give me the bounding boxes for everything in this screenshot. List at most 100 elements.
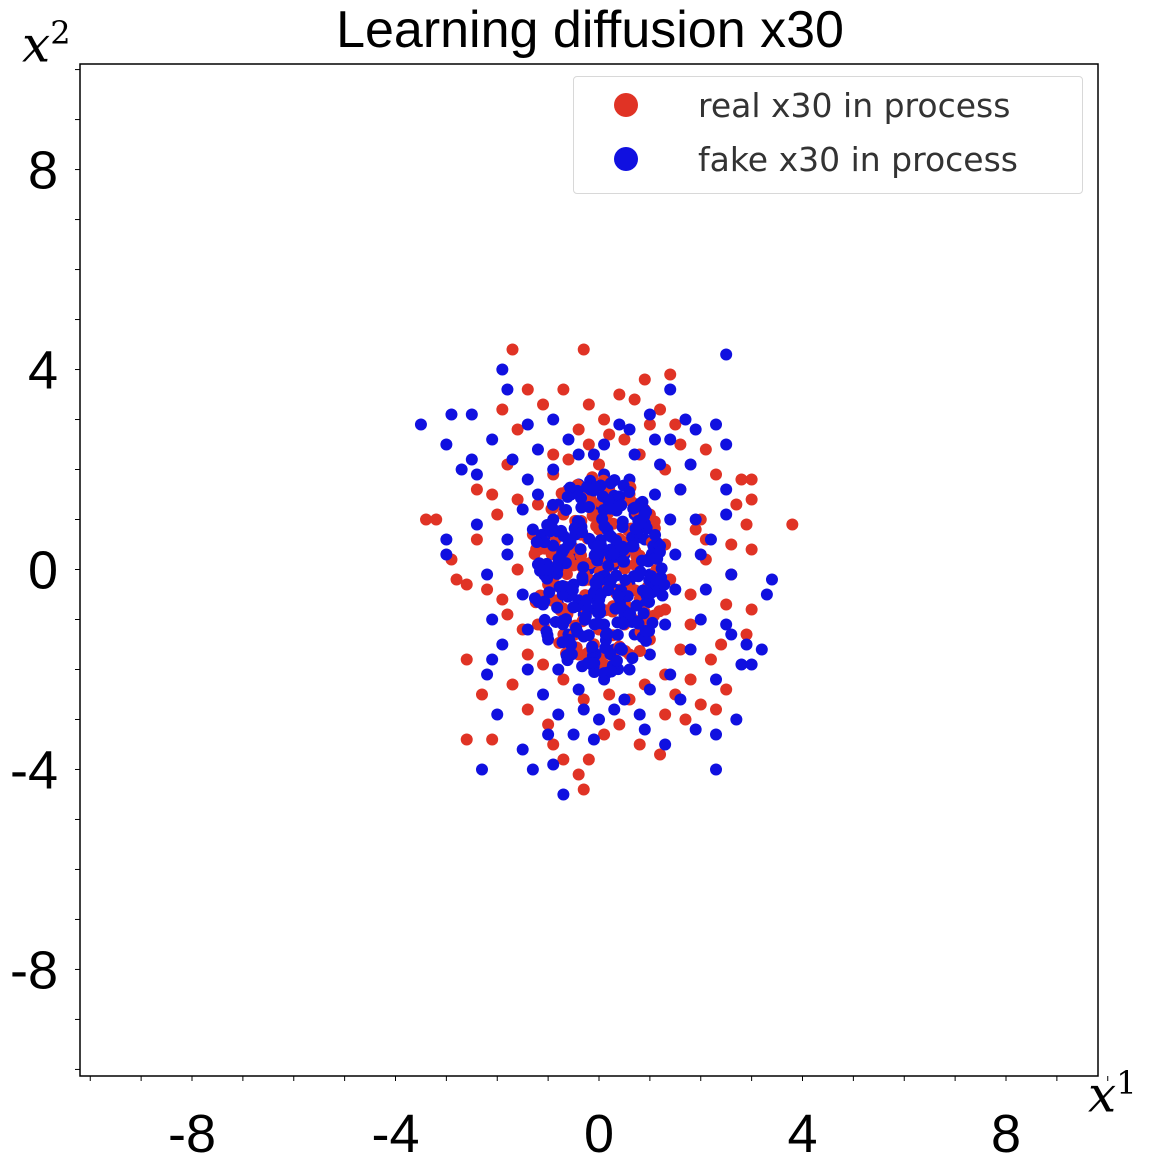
fake-point — [710, 418, 723, 431]
real-point — [745, 603, 758, 616]
fake-core-point — [651, 552, 664, 565]
fake-core-point — [611, 628, 624, 641]
real-point — [557, 753, 570, 766]
real-point — [486, 733, 499, 746]
fake-core-point — [605, 665, 618, 678]
fake-core-point — [600, 627, 613, 640]
fake-core-point — [610, 654, 623, 667]
fake-point — [486, 433, 499, 446]
x-tick-label: 0 — [584, 1104, 614, 1158]
real-point — [521, 703, 534, 716]
fake-point — [755, 643, 768, 656]
legend-marker-fake — [614, 147, 638, 171]
fake-point — [659, 738, 672, 751]
real-point — [460, 578, 473, 591]
fake-core-point — [590, 547, 603, 560]
real-point — [430, 513, 443, 526]
real-point — [593, 458, 605, 471]
real-point — [659, 708, 672, 721]
fake-core-point — [650, 573, 663, 586]
fake-core-point — [566, 584, 579, 597]
x-tick-label: 8 — [991, 1104, 1021, 1158]
fake-point — [496, 638, 509, 651]
real-point — [577, 343, 590, 356]
real-point — [699, 443, 712, 456]
fake-core-point — [617, 617, 630, 630]
fake-core-point — [604, 502, 617, 515]
fake-core-point — [628, 501, 641, 514]
fake-core-point — [551, 562, 564, 575]
fake-point — [643, 408, 656, 421]
fake-point — [669, 548, 682, 561]
real-core-point — [633, 644, 646, 657]
fake-point — [440, 533, 453, 546]
fake-point — [735, 658, 748, 671]
fake-point — [481, 568, 494, 581]
fake-core-point — [577, 561, 590, 574]
real-point — [537, 658, 550, 671]
fake-core-point — [579, 610, 592, 623]
fake-point — [674, 483, 687, 496]
real-point — [521, 648, 534, 661]
fake-point — [552, 663, 565, 676]
real-core-point — [586, 509, 599, 522]
real-point — [633, 738, 646, 751]
legend-label-fake: fake x30 in process — [698, 139, 1018, 179]
x-tick-label: 4 — [787, 1104, 817, 1158]
real-point — [420, 513, 433, 526]
real-point — [470, 533, 483, 546]
fake-core-point — [556, 580, 569, 593]
fake-point — [516, 503, 529, 516]
fake-point — [470, 518, 483, 531]
fake-point — [710, 673, 723, 686]
real-point — [577, 783, 590, 796]
fake-core-point — [561, 490, 574, 503]
fake-point — [562, 433, 575, 446]
fake-core-point — [623, 486, 636, 499]
fake-point — [414, 418, 427, 431]
y-tick-label: 8 — [28, 141, 58, 201]
fake-core-point — [541, 519, 554, 532]
fake-core-point — [528, 592, 541, 605]
real-point — [725, 538, 738, 551]
fake-point — [694, 548, 707, 561]
fake-point — [470, 468, 483, 481]
real-point — [628, 393, 641, 406]
fake-core-point — [617, 543, 630, 556]
fake-point — [664, 513, 677, 526]
real-point — [745, 493, 758, 506]
real-point — [679, 713, 692, 726]
fake-point — [526, 763, 539, 776]
fake-core-point — [639, 624, 652, 637]
fake-point — [623, 423, 636, 436]
fake-core-point — [598, 520, 611, 533]
real-point — [710, 703, 723, 716]
real-point — [704, 653, 717, 666]
fake-core-point — [649, 528, 662, 541]
y-tick-label: -4 — [10, 740, 58, 800]
fake-point — [684, 643, 697, 656]
real-point — [643, 418, 656, 431]
fake-point — [587, 448, 600, 461]
fake-core-point — [541, 563, 554, 576]
fake-point — [506, 453, 519, 466]
fake-point — [496, 363, 509, 376]
real-point — [531, 498, 544, 511]
fake-point — [684, 458, 697, 471]
fake-point — [623, 663, 636, 676]
fake-point — [516, 743, 529, 756]
fake-point — [531, 488, 544, 501]
fake-core-point — [640, 505, 653, 518]
real-point — [557, 383, 570, 396]
fake-core-point — [576, 571, 589, 584]
fake-core-point — [635, 554, 648, 567]
legend-marker-real — [614, 93, 638, 117]
real-point — [654, 403, 667, 416]
fake-point — [542, 728, 555, 741]
real-point — [638, 373, 651, 386]
fake-point — [659, 618, 672, 631]
fake-core-point — [546, 498, 559, 511]
fake-point — [526, 523, 539, 536]
real-point — [582, 753, 595, 766]
real-point — [684, 673, 697, 686]
